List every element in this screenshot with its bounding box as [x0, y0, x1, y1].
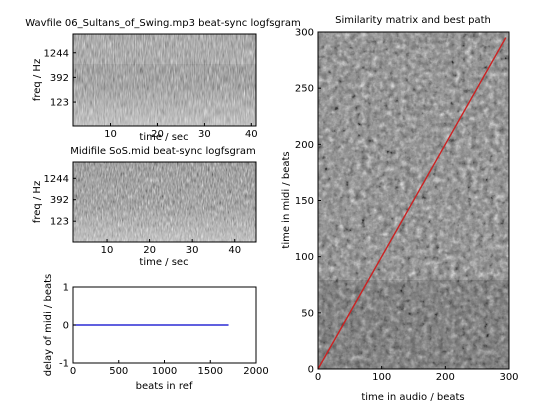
x-tick-label: 300 — [499, 372, 518, 383]
midi-spectrogram-xlabel: time / sec — [139, 257, 188, 268]
x-tick-label: 100 — [372, 372, 391, 383]
wav-spectrogram-panel: Wavfile 06_Sultans_of_Swing.mp3 beat-syn… — [25, 18, 301, 143]
x-tick-label: 30 — [186, 245, 199, 256]
y-tick-label: 0 — [63, 321, 69, 332]
similarity-matrix-ylabel: time in midi / beats — [281, 151, 292, 248]
y-tick-label: 1 — [63, 283, 69, 294]
similarity-matrix-xlabel: time in audio / beats — [361, 392, 464, 403]
midi-spectrogram-image — [73, 162, 256, 242]
y-tick-label: 392 — [50, 195, 69, 206]
y-tick-label: 50 — [301, 308, 314, 319]
x-tick-label: 40 — [245, 129, 258, 140]
wav-spectrogram-title: Wavfile 06_Sultans_of_Swing.mp3 beat-syn… — [25, 18, 301, 29]
delay-plot-y-ticks: -1 0 1 — [59, 283, 76, 370]
midi-spectrogram-title: Midifile SoS.mid beat-sync logfsgram — [70, 146, 256, 157]
wav-spectrogram-y-ticks: 1244 392 123 — [44, 48, 76, 109]
best-path-line — [317, 37, 507, 370]
wav-spectrogram-xlabel: time / sec — [139, 132, 188, 143]
x-tick-label: 2000 — [243, 366, 268, 377]
y-tick-label: 392 — [50, 73, 69, 84]
x-tick-label: 500 — [109, 366, 128, 377]
similarity-matrix-panel: Similarity matrix and best path 0 100 200 3… — [281, 15, 519, 403]
x-tick-label: 20 — [151, 129, 164, 140]
wav-spectrogram-image — [73, 34, 256, 126]
wav-spectrogram-ylabel: freq / Hz — [32, 59, 43, 101]
x-tick-label: 10 — [101, 245, 114, 256]
x-tick-label: 1000 — [152, 366, 177, 377]
y-tick-label: 1244 — [44, 174, 69, 185]
y-tick-label: 250 — [295, 84, 314, 95]
x-tick-label: 40 — [228, 245, 241, 256]
y-tick-label: 123 — [50, 98, 69, 109]
x-tick-label: 0 — [315, 372, 321, 383]
x-tick-label: 1500 — [198, 366, 223, 377]
delay-plot-x-ticks: 0 500 1000 1500 2000 — [70, 360, 269, 377]
x-tick-label: 0 — [70, 366, 76, 377]
similarity-matrix-title: Similarity matrix and best path — [335, 15, 491, 26]
similarity-best-path — [317, 37, 507, 370]
y-tick-label: 1244 — [44, 48, 69, 59]
wav-spectrogram-frame — [72, 33, 257, 127]
x-tick-label: 20 — [143, 245, 156, 256]
y-tick-label: 0 — [308, 365, 314, 376]
y-tick-label: 300 — [295, 28, 314, 39]
midi-spectrogram-y-ticks: 1244 392 123 — [44, 174, 76, 228]
y-tick-label: 123 — [50, 217, 69, 228]
y-tick-label: 100 — [295, 252, 314, 263]
y-tick-label: -1 — [59, 359, 69, 370]
x-tick-label: 200 — [436, 372, 455, 383]
midi-spectrogram-x-ticks: 10 20 30 40 — [101, 239, 241, 256]
midi-spectrogram-panel: Midifile SoS.mid beat-sync logfsgram 10 2… — [32, 146, 257, 268]
delay-plot-panel: 0 500 1000 1500 2000 -101 beats in ref delay… — [43, 274, 269, 392]
midi-spectrogram-frame — [72, 161, 257, 243]
delay-plot-xlabel: beats in ref — [136, 381, 193, 392]
y-tick-label: 200 — [295, 140, 314, 151]
similarity-matrix-y-ticks: 0 50 100 150 200 250 300 — [295, 28, 321, 376]
midi-spectrogram-ylabel: freq / Hz — [32, 181, 43, 223]
wav-spectrogram-x-ticks: 10 20 30 40 — [104, 123, 258, 140]
x-tick-label: 30 — [198, 129, 211, 140]
y-tick-label: 150 — [295, 196, 314, 207]
x-tick-label: 10 — [104, 129, 117, 140]
delay-plot-ylabel: delay of midi / beats — [43, 274, 54, 376]
